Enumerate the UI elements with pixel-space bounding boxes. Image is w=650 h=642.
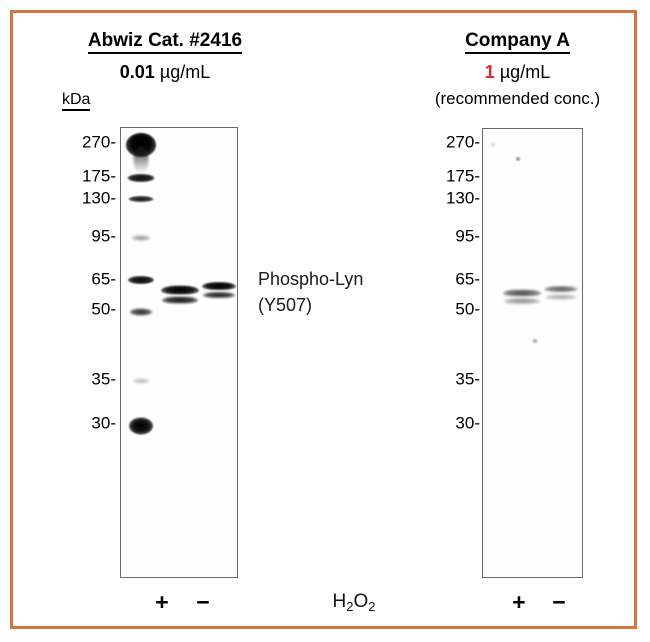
ladder-mark-175-right: 175- xyxy=(445,166,480,186)
treatment-agent-o: O xyxy=(353,591,369,612)
panel-subtitle-company-a: (recommended conc.) xyxy=(434,89,601,108)
ladder-mark-65-right: 65- xyxy=(455,269,480,289)
ladder-band-50 xyxy=(130,308,152,316)
target-protein-label: Phospho-Lyn (Y507) xyxy=(258,266,363,318)
ladder-band-95 xyxy=(131,235,151,241)
concentration-value-company-a: 1 xyxy=(484,62,495,82)
ladder-band-30 xyxy=(129,417,153,435)
ladder-band-270-smear xyxy=(133,147,149,173)
blot-membrane-abwiz xyxy=(120,127,238,578)
lane-ladder-abwiz xyxy=(123,128,159,577)
concentration-unit-abwiz: µg/mL xyxy=(159,62,211,82)
ladder-band-35 xyxy=(132,378,150,384)
ladder-labels-right: 270- 175- 130- 95- 65- 50- 35- 30- xyxy=(422,0,480,642)
target-protein-name: Phospho-Lyn xyxy=(258,269,364,289)
target-protein-site: (Y507) xyxy=(258,295,313,316)
speck-artifact-mid xyxy=(532,339,538,343)
panel-title-company-a-text: Company A xyxy=(465,30,570,54)
treatment-sign-abwiz-plus: + xyxy=(155,589,169,615)
target-band-companya-minus-lower xyxy=(545,294,577,300)
ladder-mark-130-left: 130- xyxy=(81,188,116,208)
lane-sample1-company-a xyxy=(500,129,544,577)
treatment-sign-companya-minus: − xyxy=(552,589,566,615)
panel-concentration-company-a: 1 µg/mL xyxy=(410,62,625,83)
speck-artifact-left xyxy=(490,143,496,147)
ladder-labels-left: 270- 175- 130- 95- 65- 50- 35- 30- xyxy=(58,0,116,642)
kda-unit-label: kDa xyxy=(62,91,91,111)
ladder-mark-270-right: 270- xyxy=(445,132,480,152)
panel-title-company-a: Company A xyxy=(410,30,625,54)
lane-sample1-abwiz xyxy=(159,128,201,577)
target-band-companya-minus-upper xyxy=(544,286,578,292)
panel-title-abwiz: Abwiz Cat. #2416 xyxy=(60,30,270,54)
blot-membrane-company-a xyxy=(482,128,583,578)
ladder-band-175 xyxy=(127,174,155,182)
target-band-abwiz-plus-lower xyxy=(162,296,198,304)
treatment-agent-sub2: 2 xyxy=(368,599,376,614)
ladder-mark-50-right: 50- xyxy=(455,299,480,319)
ladder-mark-175-left: 175- xyxy=(81,166,116,186)
ladder-mark-35-left: 35- xyxy=(91,369,116,389)
target-band-companya-plus-upper xyxy=(503,289,541,297)
speck-artifact-top xyxy=(516,157,520,161)
treatment-agent-label: H2O2 xyxy=(332,591,376,614)
ladder-mark-35-right: 35- xyxy=(455,369,480,389)
treatment-agent-h: H xyxy=(332,591,347,612)
ladder-mark-130-right: 130- xyxy=(445,188,480,208)
treatment-sign-companya-plus: + xyxy=(512,589,526,615)
target-band-abwiz-plus-upper xyxy=(161,285,199,295)
concentration-unit-company-a: µg/mL xyxy=(499,62,551,82)
concentration-value-abwiz: 0.01 xyxy=(119,62,155,82)
ladder-band-130 xyxy=(128,196,154,202)
treatment-agent-sub1: 2 xyxy=(346,599,354,614)
target-band-abwiz-minus-lower xyxy=(203,292,235,298)
ladder-mark-270-left: 270- xyxy=(81,132,116,152)
ladder-mark-30-left: 30- xyxy=(91,413,116,433)
panel-title-abwiz-text: Abwiz Cat. #2416 xyxy=(87,30,243,54)
ladder-mark-95-left: 95- xyxy=(91,226,116,246)
target-band-companya-plus-lower xyxy=(504,298,540,304)
ladder-mark-30-right: 30- xyxy=(455,413,480,433)
panel-concentration-abwiz: 0.01 µg/mL xyxy=(60,62,270,83)
target-band-abwiz-minus-upper xyxy=(202,282,236,290)
ladder-band-65 xyxy=(128,276,154,284)
lane-sample2-abwiz xyxy=(200,128,237,577)
lane-sample2-company-a xyxy=(541,129,581,577)
ladder-mark-50-left: 50- xyxy=(91,299,116,319)
ladder-mark-65-left: 65- xyxy=(91,269,116,289)
ladder-mark-95-right: 95- xyxy=(455,226,480,246)
treatment-sign-abwiz-minus: − xyxy=(196,589,210,615)
